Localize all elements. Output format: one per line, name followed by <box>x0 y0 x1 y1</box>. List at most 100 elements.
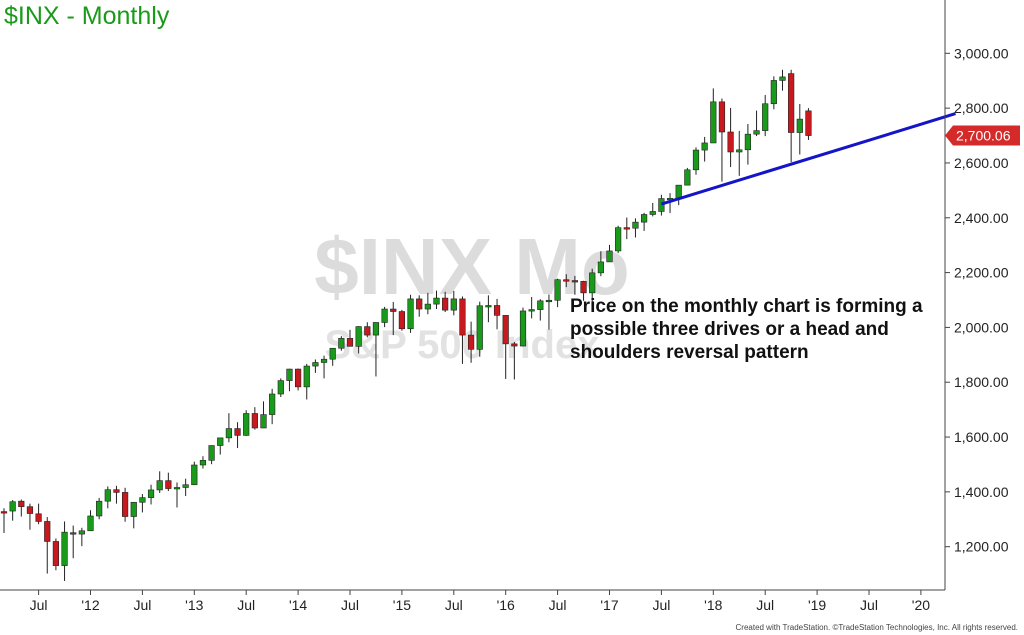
candle <box>225 413 233 443</box>
candle-body <box>9 501 16 512</box>
candle-body <box>122 492 129 517</box>
candle <box>597 251 604 277</box>
candle-body <box>589 272 596 294</box>
candle-body <box>701 142 708 151</box>
candle <box>44 517 51 574</box>
candle <box>467 321 475 363</box>
y-tick-label: 1,600.00 <box>954 429 1009 445</box>
candle <box>182 478 189 496</box>
candle-body <box>762 103 769 131</box>
candle-body <box>338 338 345 349</box>
candle-body <box>372 322 380 336</box>
candle <box>329 347 336 366</box>
candle <box>615 225 622 254</box>
candle-body <box>502 315 509 345</box>
candle <box>805 108 812 140</box>
candle-body <box>727 131 734 153</box>
last-price-label: 2,700.06 <box>956 128 1011 144</box>
candle <box>139 494 146 513</box>
candle <box>459 296 466 364</box>
candle-body <box>718 101 726 133</box>
candle-body <box>96 500 103 517</box>
candle <box>511 341 518 380</box>
candle-body <box>312 362 319 367</box>
candle <box>433 290 440 310</box>
x-tick-label: '18 <box>704 597 722 613</box>
x-tick-label: '16 <box>497 597 515 613</box>
x-tick-label: '20 <box>912 597 930 613</box>
candle <box>563 274 570 288</box>
candle-body <box>710 101 717 144</box>
candle <box>485 295 492 323</box>
x-tick-label: '17 <box>600 597 618 613</box>
candle <box>191 461 198 486</box>
candle <box>701 136 708 162</box>
candle <box>528 296 535 319</box>
candle-body <box>467 334 475 350</box>
candle <box>424 292 431 315</box>
candle-body <box>692 149 700 171</box>
candle <box>502 315 509 379</box>
candle-body <box>796 118 803 133</box>
candle-body <box>623 227 630 230</box>
candle <box>416 295 423 317</box>
candle <box>113 485 120 504</box>
candle-body <box>225 428 233 439</box>
x-tick-label: Jul <box>341 597 359 613</box>
candle <box>589 268 596 305</box>
candle <box>70 525 77 559</box>
x-tick-label: Jul <box>652 597 670 613</box>
candle <box>355 326 362 354</box>
x-tick-label: Jul <box>445 597 463 613</box>
candle <box>788 69 795 163</box>
chart-annotation: Price on the monthly chart is forming a … <box>570 296 923 363</box>
candle <box>718 98 726 182</box>
candle <box>9 500 16 521</box>
candle-body <box>805 110 812 136</box>
candle-body <box>139 497 146 503</box>
last-price-tag: 2,700.06 <box>945 125 1020 146</box>
x-tick-label: Jul <box>133 597 151 613</box>
candle <box>554 278 561 308</box>
candle-body <box>606 250 613 263</box>
candle-body <box>182 484 189 488</box>
y-tick-label: 3,000.00 <box>954 45 1009 61</box>
candle-body <box>199 460 207 466</box>
candle <box>779 69 786 91</box>
candle-body <box>442 297 449 311</box>
candle <box>398 309 406 331</box>
candle-body <box>277 380 284 395</box>
candle-body <box>260 414 267 429</box>
candle-body <box>476 305 483 350</box>
candle <box>87 510 94 532</box>
candle-body <box>329 347 336 360</box>
candle <box>442 291 449 313</box>
candle-body <box>208 445 215 461</box>
candle <box>736 130 743 176</box>
x-tick-label: '13 <box>185 597 203 613</box>
y-tick-label: 2,000.00 <box>954 319 1009 335</box>
x-tick-label: Jul <box>860 597 878 613</box>
candle <box>61 521 68 581</box>
candle-body <box>528 309 535 312</box>
candle <box>519 307 527 347</box>
y-tick-label: 2,800.00 <box>954 100 1009 116</box>
candle <box>364 322 371 338</box>
candle-body <box>545 299 553 303</box>
candle-body <box>346 338 354 347</box>
candle-body <box>779 76 786 81</box>
candle <box>199 456 207 469</box>
candle-body <box>640 214 648 223</box>
candle <box>450 290 457 316</box>
support-trendline <box>660 112 956 206</box>
candle-body <box>632 221 639 229</box>
x-tick-label: '15 <box>393 597 411 613</box>
y-tick-label: 2,200.00 <box>954 265 1009 281</box>
candle-body <box>147 489 155 498</box>
candle <box>407 294 414 333</box>
candle <box>0 508 8 533</box>
candle-body <box>658 198 665 212</box>
y-tick-label: 1,800.00 <box>954 374 1009 390</box>
candle-body <box>44 521 51 542</box>
candle <box>476 301 483 357</box>
